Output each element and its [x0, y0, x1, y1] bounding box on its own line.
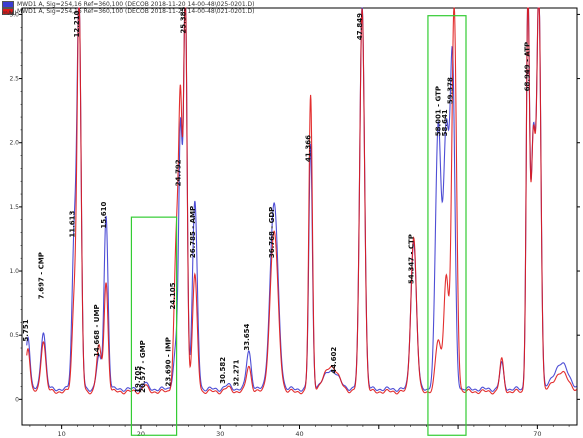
peak-label: 20.577 - GMP — [139, 340, 147, 393]
x-tick-label: 70 — [533, 430, 541, 438]
y-tick-label: 0.5 — [9, 332, 19, 339]
y-tick-label: 1.0 — [9, 268, 19, 275]
peak-label: 32.271 — [232, 359, 240, 386]
highlight-box — [130, 216, 178, 436]
y-tick-label: 2.5 — [9, 76, 19, 83]
peak-label: 23.690 - IMP — [164, 337, 172, 387]
legend-swatch-blue — [2, 1, 14, 8]
peak-label: 30.582 — [219, 357, 227, 384]
legend-swatch-red — [2, 8, 14, 15]
peak-label: 44.602 — [330, 347, 338, 374]
peak-label: 33.654 — [243, 324, 251, 351]
peak-label: 41.366 — [305, 135, 313, 162]
peak-label: 7.697 - CMP — [37, 252, 45, 299]
y-tick-label: 2.0 — [9, 140, 19, 147]
peak-label: 58.001 - GTP — [435, 86, 443, 136]
peak-label: 59.378 — [447, 77, 455, 104]
peak-label: 19.705 — [134, 366, 142, 393]
peak-label: 47.849 — [356, 13, 364, 40]
highlight-box — [427, 15, 467, 436]
peak-label: 5.751 — [22, 319, 30, 341]
y-tick-label: 3.0 — [9, 11, 19, 18]
peak-label: 26.785 - AMP — [189, 206, 197, 258]
peak-label: 25.385 — [179, 7, 187, 34]
series-line-2 — [26, 7, 578, 395]
peak-label: 58.641 — [441, 109, 449, 136]
peak-label: 14.668 - UMP — [93, 304, 101, 357]
y-axis-label: mAU — [2, 10, 17, 17]
chart-legend: MWD1 A, Sig=254,16 Ref=360,100 (DECOB 20… — [2, 1, 255, 15]
x-tick-label: 40 — [295, 430, 303, 438]
peak-label: 36.768 - GDP — [268, 207, 276, 258]
legend-entry-1: MWD1 A, Sig=254,16 Ref=360,100 (DECOB 20… — [2, 1, 255, 8]
legend-entry-2: MWD1 A, Sig=254,16 Ref=360,100 (DECOB 20… — [2, 8, 255, 15]
peak-label: 54.347 - CTP — [408, 234, 416, 284]
x-tick-label: 10 — [58, 430, 66, 438]
x-tick-label: 20 — [137, 430, 145, 438]
x-tick-label: 30 — [216, 430, 224, 438]
series-line-1 — [26, 7, 577, 392]
peak-label: 11.613 — [68, 211, 76, 238]
legend-entry-1-label: MWD1 A, Sig=254,16 Ref=360,100 (DECOB 20… — [17, 1, 255, 8]
y-tick-label: 0 — [15, 396, 19, 403]
legend-entry-2-label: MWD1 A, Sig=254,16 Ref=360,100 (DECOB 20… — [17, 8, 255, 15]
peak-label: 15.610 — [100, 202, 108, 229]
peak-label: 12.210 — [73, 10, 81, 37]
peak-label: 24.792 — [175, 159, 183, 186]
y-tick-label: 1.5 — [9, 204, 19, 211]
peak-label: 68.949 - ATP — [523, 42, 531, 92]
peak-label: 24.105 — [169, 282, 177, 309]
